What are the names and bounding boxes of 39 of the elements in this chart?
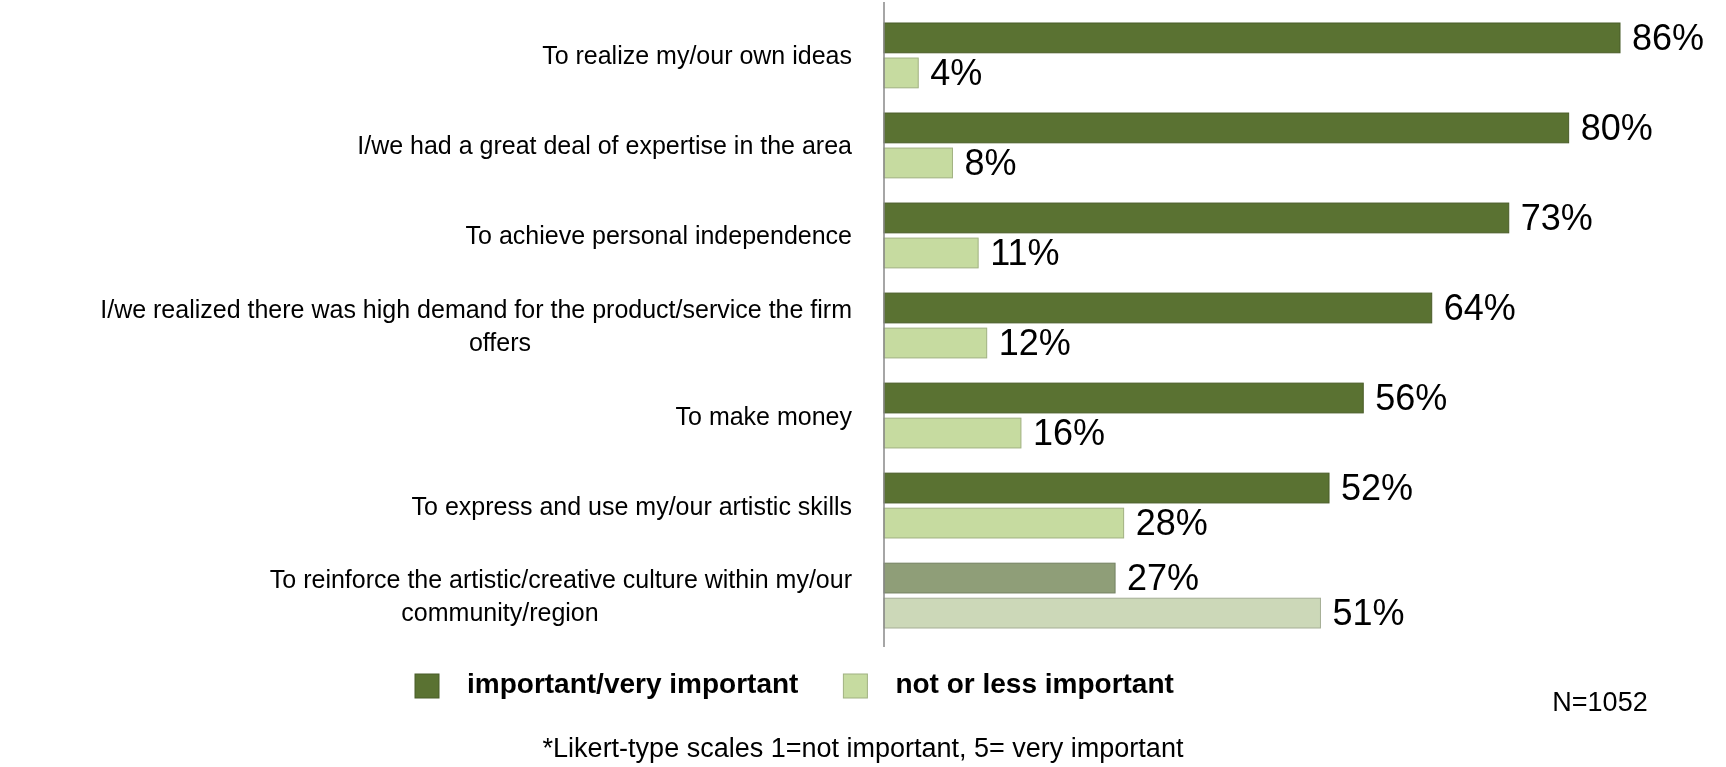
bar <box>883 237 979 269</box>
data-label: 52% <box>1341 467 1414 509</box>
y-tick-label: To express and use my/our artistic skills <box>411 491 852 520</box>
data-label: 28% <box>1135 502 1208 544</box>
y-tick-label: To realize my/our own ideas <box>542 41 852 70</box>
bar <box>883 22 1621 54</box>
y-tick-label: To reinforce the artistic/creative culture within my/our community/region <box>269 565 852 627</box>
data-label: 51% <box>1332 592 1405 634</box>
data-label: 8% <box>964 141 1017 183</box>
bar <box>883 562 1116 594</box>
bar <box>883 417 1022 449</box>
bar <box>883 382 1364 414</box>
legend-label: important/very important <box>467 668 799 699</box>
data-label: 27% <box>1127 557 1200 599</box>
data-label: 80% <box>1580 106 1653 148</box>
data-label: 56% <box>1375 377 1448 419</box>
text: *Likert-type scales 1=not important, 5= very important <box>542 733 1184 763</box>
data-label: 73% <box>1520 196 1593 238</box>
y-tick-label: To make money <box>675 401 853 430</box>
bar <box>883 327 988 359</box>
bar <box>883 147 953 179</box>
text: N=1052 <box>1552 687 1648 717</box>
bar <box>883 202 1510 234</box>
bar <box>883 57 919 89</box>
legend-label: not or less important <box>895 668 1174 699</box>
data-label: 16% <box>1032 412 1105 454</box>
bar <box>883 292 1433 324</box>
bar <box>883 472 1330 504</box>
data-label: 86% <box>1632 16 1705 58</box>
y-tick-label: To achieve personal independence <box>465 221 852 250</box>
data-label: 4% <box>930 51 983 93</box>
bar <box>883 112 1570 144</box>
data-label: 64% <box>1443 286 1516 328</box>
bar <box>883 597 1321 629</box>
y-tick-label: I/we had a great deal of expertise in the area <box>357 131 853 160</box>
data-label: 12% <box>998 322 1071 364</box>
bar <box>883 507 1125 539</box>
data-label: 11% <box>990 231 1060 273</box>
y-tick-label: I/we realized there was high demand for the product/service the firm offers <box>100 295 852 356</box>
